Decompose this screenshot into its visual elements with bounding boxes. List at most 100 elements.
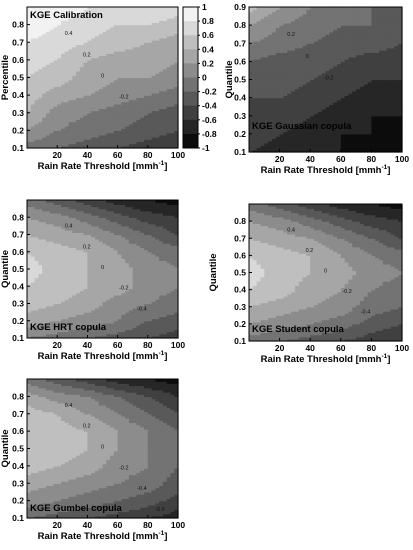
contour-cell	[329, 147, 334, 151]
contour-cell	[140, 24, 145, 28]
contour-cell	[375, 142, 380, 146]
contour-cell	[317, 34, 323, 38]
contour-cell	[336, 138, 342, 142]
contour-cell	[94, 95, 100, 98]
contour-cell	[159, 44, 164, 48]
contour-cell	[287, 63, 292, 67]
contour-cell	[283, 102, 288, 106]
contour-cell	[325, 140, 330, 144]
contour-cell	[252, 47, 258, 51]
contour-cell	[155, 29, 160, 32]
contour-cell	[87, 44, 92, 48]
contour-cell	[42, 18, 47, 21]
contour-cell	[268, 54, 273, 58]
contour-cell	[102, 35, 107, 39]
contour-cell	[79, 97, 85, 101]
contour-cell	[271, 72, 277, 76]
contour-cell	[249, 127, 254, 130]
contour-cell	[268, 140, 273, 144]
contour-cell	[117, 128, 122, 131]
contour-cell	[294, 120, 300, 124]
contour-cell	[64, 106, 70, 109]
contour-cell	[125, 29, 130, 32]
contour-cell	[398, 63, 403, 67]
contour-cell	[344, 127, 350, 130]
contour-cell	[356, 31, 361, 35]
contour-cell	[279, 34, 285, 38]
contour-cell	[64, 59, 70, 63]
contour-cell	[76, 81, 81, 85]
contour-cell	[106, 48, 111, 52]
contour-cell	[166, 101, 172, 105]
contour-cell	[294, 70, 300, 74]
contour-cell	[386, 111, 392, 115]
contour-cell	[329, 102, 334, 106]
contour-cell	[344, 108, 350, 112]
contour-cell	[128, 97, 134, 101]
contour-cell	[83, 141, 89, 145]
contour-cell	[174, 132, 179, 136]
contour-cell	[386, 63, 392, 67]
contour-cell	[287, 36, 292, 40]
contour-cell	[76, 143, 81, 147]
contour-cell	[98, 68, 104, 72]
contour-cell	[34, 103, 39, 107]
contour-cell	[329, 122, 334, 126]
contour-cell	[260, 68, 265, 72]
contour-cell	[260, 63, 265, 67]
contour-cell	[87, 75, 92, 79]
contour-cell	[60, 15, 66, 19]
contour-cell	[260, 43, 265, 47]
contour-cell	[379, 43, 384, 47]
contour-cell	[38, 117, 43, 120]
contour-cell	[294, 25, 300, 28]
contour-cell	[132, 114, 138, 118]
contour-cell	[268, 43, 273, 47]
contour-cell	[264, 95, 269, 99]
contour-cell	[27, 15, 32, 19]
contour-cell	[162, 106, 168, 109]
contour-cell	[371, 138, 376, 142]
contour-cell	[275, 149, 281, 153]
contour-cell	[252, 40, 258, 44]
contour-cell	[27, 99, 32, 103]
contour-cell	[110, 7, 115, 10]
contour-cell	[252, 38, 258, 42]
contour-cell	[348, 38, 353, 42]
contour-cell	[106, 15, 111, 19]
contour-cell	[283, 147, 288, 151]
contour-cell	[49, 70, 55, 74]
contour-cell	[27, 117, 32, 120]
contour-cell	[121, 33, 126, 37]
contour-cell	[140, 134, 145, 138]
contour-cell	[87, 70, 92, 74]
contour-cell	[275, 25, 281, 28]
contour-cell	[27, 92, 32, 96]
contour-cell	[91, 42, 96, 46]
contour-cell	[60, 103, 66, 107]
contour-cell	[49, 40, 55, 43]
contour-cell	[68, 108, 73, 112]
contour-cell	[363, 54, 369, 58]
contour-cell	[68, 75, 73, 79]
contour-cell	[87, 79, 92, 83]
contour-cell	[371, 118, 376, 121]
contour-cell	[64, 53, 70, 57]
contour-cell	[49, 42, 55, 46]
contour-cell	[287, 13, 292, 17]
contour-cell	[279, 29, 285, 33]
contour-cell	[79, 134, 85, 138]
contour-cell	[271, 11, 277, 15]
contour-cell	[325, 20, 330, 24]
contour-cell	[117, 97, 122, 101]
contour-cell	[310, 79, 315, 83]
contour-cell	[98, 35, 104, 39]
contour-cell	[268, 95, 273, 99]
contour-cell	[144, 139, 149, 142]
contour-cell	[83, 145, 89, 149]
contour-cell	[359, 79, 365, 83]
contour-cell	[314, 47, 319, 51]
contour-cell	[76, 79, 81, 83]
contour-cell	[166, 90, 172, 94]
contour-cell	[283, 29, 288, 33]
